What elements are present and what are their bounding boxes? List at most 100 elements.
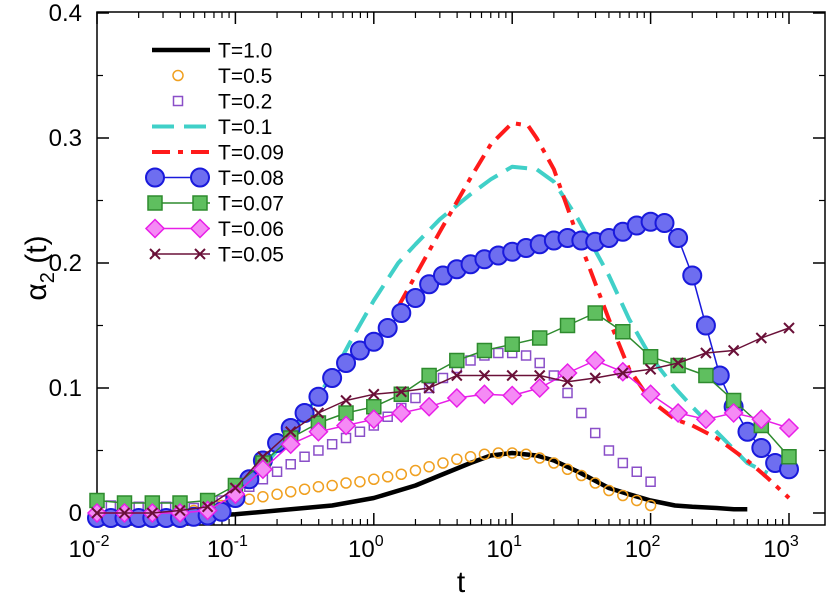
data-point (271, 488, 283, 500)
y-tick-label: 0.4 (49, 0, 82, 27)
data-point (506, 447, 518, 459)
data-point (405, 288, 426, 308)
data-point (476, 342, 493, 359)
data-point (147, 195, 163, 211)
data-point (617, 457, 629, 469)
data-point (630, 494, 643, 507)
data-point (478, 448, 491, 460)
legend-label: T=0.06 (218, 218, 284, 241)
data-point (449, 352, 465, 369)
data-point (642, 349, 659, 365)
data-point (149, 248, 161, 260)
data-point (640, 384, 661, 405)
data-point (589, 427, 601, 439)
data-point (172, 69, 184, 82)
x-tick-label-base: 10 (763, 536, 790, 563)
data-point (391, 402, 412, 424)
data-point (419, 396, 440, 417)
data-point (520, 350, 532, 361)
data-point (340, 394, 352, 407)
data-point (559, 317, 576, 334)
x-tick-label-exponent: 2 (651, 533, 660, 550)
data-point (562, 387, 573, 399)
x-tick-label-exponent: 1 (513, 533, 522, 550)
legend-item: T=0.2 (172, 91, 272, 114)
data-point (464, 451, 477, 463)
data-point (520, 448, 532, 460)
data-point (695, 315, 716, 336)
data-point (189, 218, 211, 239)
data-point (533, 452, 546, 464)
x-tick-label-base: 10 (207, 536, 234, 563)
data-point (575, 469, 588, 482)
data-point (257, 451, 269, 463)
data-point (423, 461, 435, 473)
data-point (451, 369, 463, 382)
legend-label: T=0.08 (218, 167, 284, 190)
data-point (576, 407, 587, 419)
data-point (533, 369, 546, 382)
legend-item: T=0.1 (152, 116, 272, 139)
data-point (377, 318, 398, 338)
x-tick-label-base: 10 (69, 536, 96, 563)
data-point (654, 213, 675, 233)
data-point (368, 388, 380, 400)
data-point (368, 473, 380, 485)
data-point (783, 322, 795, 334)
data-point (617, 489, 629, 502)
data-point (395, 386, 408, 398)
data-point (299, 451, 310, 462)
data-point (381, 471, 394, 483)
data-point (349, 340, 370, 361)
data-point (504, 336, 520, 352)
legend-item: T=0.5 (172, 65, 272, 88)
data-point (437, 457, 449, 469)
x-tick-label-exponent: -2 (95, 533, 109, 550)
data-point (313, 445, 324, 456)
data-point (257, 491, 269, 503)
data-point (603, 445, 615, 456)
data-point (322, 368, 343, 388)
data-point (645, 476, 656, 487)
data-point (172, 95, 184, 107)
data-point (326, 479, 338, 492)
data-point (751, 438, 772, 458)
data-point (395, 468, 408, 480)
data-point (755, 332, 768, 344)
data-point (474, 384, 495, 405)
data-point (393, 386, 410, 402)
data-point (502, 385, 523, 406)
y-axis-label-base: α (20, 283, 53, 300)
data-point (409, 464, 422, 477)
data-point (91, 507, 103, 519)
data-point (336, 353, 357, 373)
data-point (561, 376, 574, 388)
plot-frame (96, 11, 826, 526)
data-point (363, 409, 384, 430)
data-point (335, 415, 357, 436)
series-line (97, 359, 790, 514)
y-axis-label-sub: 2 (37, 272, 59, 283)
data-point (312, 481, 325, 493)
data-point (644, 363, 657, 375)
data-point (308, 386, 329, 407)
series-t-0-07 (89, 305, 797, 511)
data-point (506, 369, 518, 382)
data-point (723, 402, 744, 424)
data-point (419, 274, 440, 295)
data-point (354, 426, 366, 437)
data-point (778, 417, 800, 439)
data-point (451, 453, 463, 465)
data-point (682, 265, 703, 286)
data-point (587, 305, 603, 321)
data-point (585, 350, 606, 371)
data-point (781, 449, 797, 465)
y-tick-label: 0 (69, 500, 82, 527)
data-point (557, 362, 578, 384)
data-point (603, 484, 615, 497)
y-axis-label: α2 (t) (20, 235, 59, 300)
x-tick-label: 103 (763, 533, 799, 563)
legend-label: T=0.1 (218, 116, 272, 139)
